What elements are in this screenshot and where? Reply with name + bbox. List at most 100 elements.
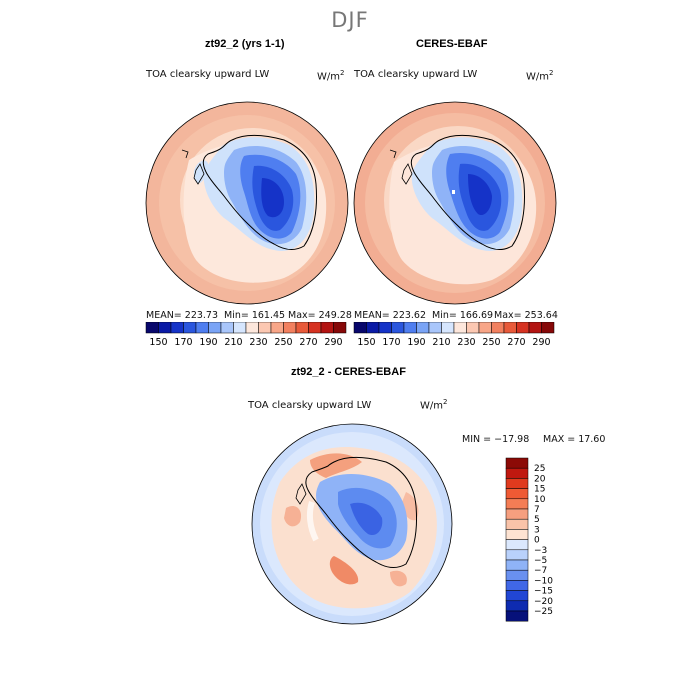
diff-colorbar-tick-label: 15 <box>534 485 545 495</box>
colorbar-tick-label: 230 <box>249 337 267 348</box>
colorbar-swatch <box>270 322 284 334</box>
diff-colorbar-tick-label: −15 <box>534 587 553 597</box>
colorbar-swatch <box>503 322 517 334</box>
colorbar-swatch <box>245 322 259 334</box>
panel-1-max: Max= 249.28 <box>288 310 352 321</box>
page-title: DJF <box>331 8 369 32</box>
panel-1-units: W/m2 <box>317 69 345 83</box>
colorbar-tick-label: 150 <box>357 337 375 348</box>
panel-2-max: Max= 253.64 <box>494 310 558 321</box>
diff-colorbar-tick-label: 3 <box>534 525 540 535</box>
colorbar-swatch <box>378 322 392 334</box>
diff-colorbar-swatch <box>505 488 529 500</box>
panel-1-mean: MEAN= 223.73 <box>146 310 219 321</box>
colorbar-tick-label: 210 <box>432 337 450 348</box>
colorbar-swatch <box>183 322 197 334</box>
colorbar-swatch <box>283 322 297 334</box>
colorbar-swatch <box>145 322 159 334</box>
diff-colorbar-tick-label: −20 <box>534 597 553 607</box>
colorbar-tick-label: 250 <box>274 337 292 348</box>
diff-units: W/m2 <box>420 398 448 412</box>
colorbar-tick-label: 290 <box>324 337 342 348</box>
panel-1-map <box>145 101 349 305</box>
diff-colorbar-swatch <box>505 467 529 479</box>
colorbar-tick-label: 270 <box>507 337 525 348</box>
panel-1-min: Min= 161.45 <box>224 310 286 321</box>
diff-colorbar-tick-label: 20 <box>534 474 546 484</box>
diff-colorbar-tick-label: −5 <box>534 556 547 566</box>
diff-colorbar-swatch <box>505 539 529 551</box>
diff-variable: TOA clearsky upward LW <box>248 400 372 411</box>
panel-2-map <box>353 101 557 305</box>
colorbar-swatch <box>491 322 505 334</box>
colorbar-tick-label: 170 <box>174 337 192 348</box>
colorbar-swatch <box>441 322 455 334</box>
panel-1-title: zt92_2 (yrs 1-1) <box>205 38 285 50</box>
colorbar-swatch <box>295 322 309 334</box>
diff-colorbar-tick-label: 25 <box>534 464 545 474</box>
diff-colorbar-tick-label: 5 <box>534 515 540 525</box>
diff-colorbar-swatch <box>505 518 529 530</box>
colorbar-swatch <box>220 322 234 334</box>
diff-colorbar-tick-label: −10 <box>534 576 553 586</box>
colorbar-tick-label: 150 <box>149 337 167 348</box>
diff-colorbar-tick-label: 0 <box>534 536 540 546</box>
panel-2-units: W/m2 <box>526 69 554 83</box>
diff-colorbar-tick-label: −7 <box>534 566 547 576</box>
panel-1-colorbar: 150 170 190 210 230 250 270 290 <box>145 322 347 348</box>
diff-colorbar-swatch <box>505 549 529 561</box>
colorbar-tick-label: 250 <box>482 337 500 348</box>
colorbar-swatch <box>308 322 322 334</box>
colorbar-swatch <box>195 322 209 334</box>
panel-2-mean: MEAN= 223.62 <box>354 310 427 321</box>
panel-2-title: CERES-EBAF <box>416 38 488 50</box>
diff-colorbar-swatch <box>505 569 529 581</box>
colorbar-swatch <box>541 322 555 334</box>
colorbar-tick-label: 170 <box>382 337 400 348</box>
colorbar-swatch <box>528 322 542 334</box>
colorbar-swatch <box>233 322 247 334</box>
diff-colorbar-swatch <box>505 559 529 571</box>
panel-2-variable: TOA clearsky upward LW <box>354 69 478 80</box>
colorbar-swatch <box>366 322 380 334</box>
colorbar-swatch <box>208 322 222 334</box>
colorbar-swatch <box>353 322 367 334</box>
colorbar-swatch <box>453 322 467 334</box>
diff-colorbar-swatch <box>505 508 529 520</box>
colorbar-swatch <box>466 322 480 334</box>
diff-max: MAX = 17.60 <box>543 434 606 445</box>
panel-1-variable: TOA clearsky upward LW <box>146 69 270 80</box>
colorbar-swatch <box>158 322 172 334</box>
colorbar-tick-label: 190 <box>199 337 217 348</box>
panel-2-colorbar: 150 170 190 210 230 250 270 290 <box>353 322 555 348</box>
diff-colorbar-tick-label: −25 <box>534 607 553 617</box>
colorbar-tick-label: 230 <box>457 337 475 348</box>
diff-colorbar-swatch <box>505 529 529 540</box>
colorbar-tick-label: 190 <box>407 337 425 348</box>
diff-colorbar-tick-label: 10 <box>534 495 546 505</box>
diff-colorbar-swatch <box>505 580 529 591</box>
colorbar-swatch <box>391 322 405 334</box>
colorbar-swatch <box>333 322 347 334</box>
diff-colorbar-swatch <box>505 478 529 489</box>
colorbar-swatch <box>258 322 272 334</box>
panel-2-min: Min= 166.69 <box>432 310 494 321</box>
colorbar-swatch <box>428 322 442 334</box>
diff-colorbar-swatch <box>505 590 529 602</box>
colorbar-tick-label: 210 <box>224 337 242 348</box>
diff-colorbar-tick-label: 7 <box>534 505 540 515</box>
diff-colorbar-tick-label: −3 <box>534 546 547 556</box>
colorbar-tick-label: 270 <box>299 337 317 348</box>
diff-map <box>251 423 453 625</box>
diff-colorbar-swatch <box>505 610 529 622</box>
colorbar-tick-label: 290 <box>532 337 550 348</box>
colorbar-swatch <box>516 322 530 334</box>
diff-colorbar-swatch <box>505 600 529 612</box>
colorbar-swatch <box>170 322 184 334</box>
colorbar-swatch <box>416 322 430 334</box>
diff-min: MIN = −17.98 <box>462 434 530 445</box>
diff-title: zt92_2 - CERES-EBAF <box>291 366 406 378</box>
diff-colorbar-swatch <box>505 498 529 510</box>
colorbar-swatch <box>478 322 492 334</box>
